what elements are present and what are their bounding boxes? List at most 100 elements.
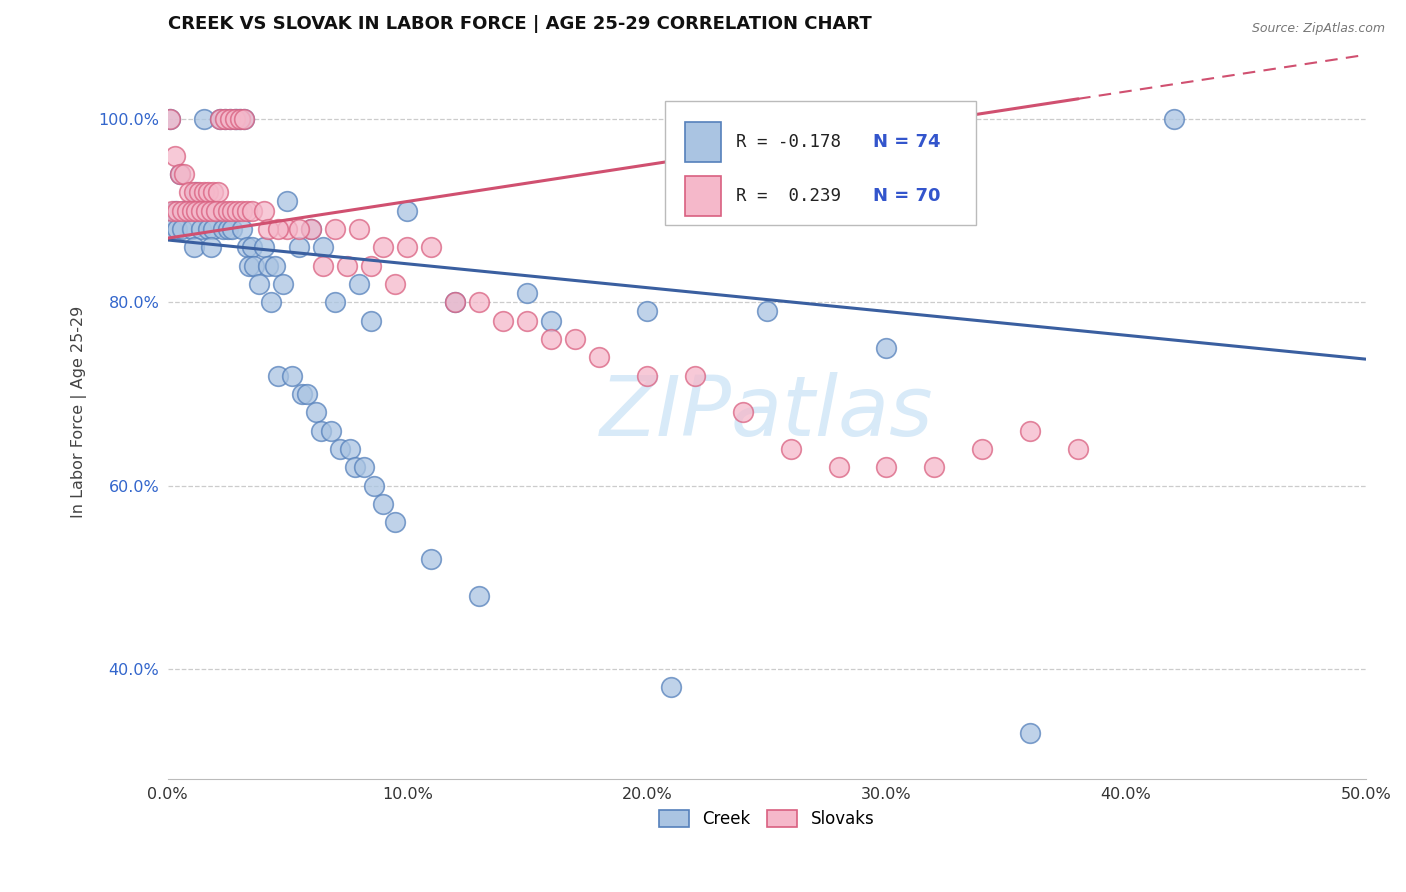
Point xyxy=(444,295,467,310)
Text: R =  0.239: R = 0.239 xyxy=(735,186,841,205)
Point xyxy=(291,387,314,401)
Point xyxy=(193,112,215,126)
Point xyxy=(267,222,290,236)
Point xyxy=(276,222,298,236)
Point xyxy=(228,112,250,126)
Point xyxy=(176,203,198,218)
Point xyxy=(257,222,280,236)
Point xyxy=(396,240,419,254)
Point xyxy=(163,149,186,163)
Point xyxy=(221,222,243,236)
Point xyxy=(329,442,352,456)
Point xyxy=(252,203,274,218)
Point xyxy=(755,304,778,318)
Point xyxy=(166,203,188,218)
Point xyxy=(312,240,335,254)
Text: ZIPatlas: ZIPatlas xyxy=(600,372,934,453)
Point xyxy=(731,405,754,419)
Point xyxy=(319,424,342,438)
Point xyxy=(180,203,202,218)
Bar xyxy=(685,121,721,162)
Point xyxy=(339,442,361,456)
Point xyxy=(231,222,253,236)
Point xyxy=(779,442,801,456)
Point xyxy=(190,222,212,236)
Point xyxy=(540,313,562,327)
Point xyxy=(1163,112,1185,126)
Point xyxy=(349,277,371,291)
Point xyxy=(516,313,538,327)
Point xyxy=(176,203,198,218)
Point xyxy=(875,460,897,475)
Point xyxy=(170,222,193,236)
Bar xyxy=(685,176,721,216)
Point xyxy=(231,203,253,218)
Point xyxy=(516,286,538,301)
Point xyxy=(295,387,318,401)
Point xyxy=(373,497,395,511)
Point xyxy=(240,203,263,218)
Point xyxy=(363,478,385,492)
Point xyxy=(195,203,218,218)
Point xyxy=(353,460,375,475)
Point xyxy=(827,460,849,475)
Text: N = 74: N = 74 xyxy=(873,133,941,151)
Point xyxy=(373,240,395,254)
Point xyxy=(276,194,298,209)
Point xyxy=(183,240,205,254)
Point xyxy=(301,222,323,236)
Point xyxy=(209,112,232,126)
Point xyxy=(219,112,242,126)
Point xyxy=(384,277,406,291)
Point xyxy=(238,259,260,273)
Point xyxy=(214,112,236,126)
Point xyxy=(173,203,195,218)
Point xyxy=(159,112,181,126)
Point xyxy=(420,240,443,254)
Point xyxy=(162,203,184,218)
Point xyxy=(264,259,287,273)
Point xyxy=(336,259,359,273)
Point xyxy=(235,240,257,254)
Point xyxy=(444,295,467,310)
Legend: Creek, Slovaks: Creek, Slovaks xyxy=(651,802,883,837)
Point xyxy=(202,222,225,236)
Point xyxy=(200,203,222,218)
Point xyxy=(186,203,208,218)
Point xyxy=(169,167,191,181)
Point xyxy=(207,203,229,218)
Point xyxy=(162,222,184,236)
Point xyxy=(169,167,191,181)
Point xyxy=(325,222,347,236)
Point xyxy=(217,222,239,236)
Point xyxy=(325,295,347,310)
Point xyxy=(360,313,382,327)
Point xyxy=(180,222,202,236)
Point xyxy=(1067,442,1090,456)
Point xyxy=(187,203,209,218)
Point xyxy=(267,368,290,383)
Point xyxy=(875,341,897,355)
Point xyxy=(659,680,682,694)
Point xyxy=(305,405,328,419)
Point xyxy=(217,203,239,218)
Point xyxy=(170,203,193,218)
Point xyxy=(197,186,219,200)
Point xyxy=(288,240,311,254)
Point xyxy=(384,516,406,530)
Point xyxy=(343,460,366,475)
Point xyxy=(468,589,491,603)
Point xyxy=(257,259,280,273)
Point xyxy=(243,259,266,273)
Point xyxy=(636,304,658,318)
Point xyxy=(179,186,201,200)
Point xyxy=(166,222,188,236)
Point xyxy=(260,295,283,310)
Text: CREEK VS SLOVAK IN LABOR FORCE | AGE 25-29 CORRELATION CHART: CREEK VS SLOVAK IN LABOR FORCE | AGE 25-… xyxy=(167,15,872,33)
Point xyxy=(219,112,242,126)
Point xyxy=(200,240,222,254)
Point xyxy=(204,203,226,218)
Point xyxy=(207,186,229,200)
Point xyxy=(240,240,263,254)
Point xyxy=(1019,424,1042,438)
